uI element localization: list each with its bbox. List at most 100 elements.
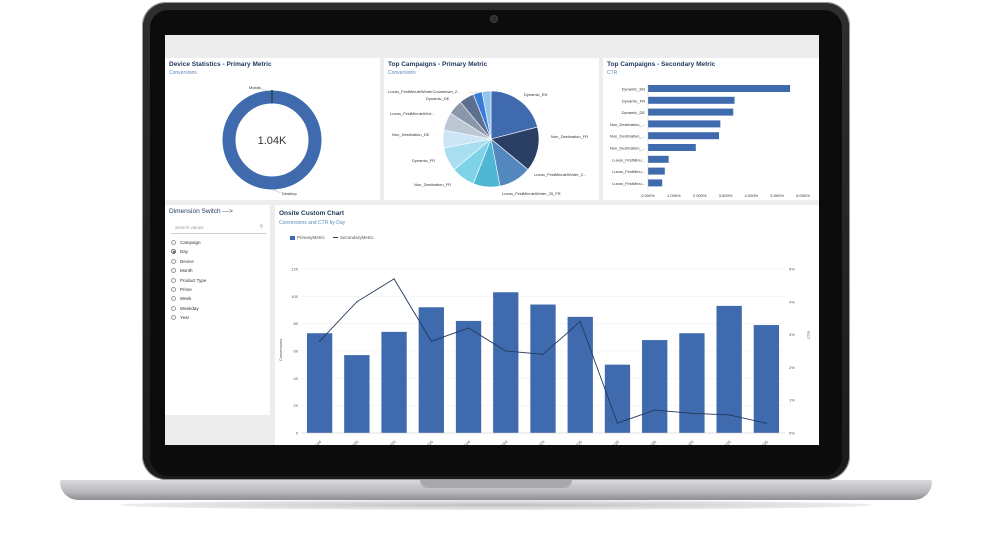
x-tick-label: ...ec_2025 — [715, 439, 732, 445]
mobile-leader-line — [259, 87, 268, 92]
hbar-tick-label: 5.000% — [770, 193, 784, 198]
x-tick-label: ...ec_2025 — [417, 439, 434, 445]
top-campaigns-primary-panel: Top Campaigns - Primary Metric Conversio… — [384, 58, 599, 200]
line-point[interactable] — [393, 278, 395, 280]
bar[interactable] — [455, 320, 482, 433]
label-mobile: Mobile — [249, 85, 262, 90]
top-campaigns-secondary-panel: Top Campaigns - Secondary Metric CTR Dyn… — [603, 58, 819, 200]
line-point[interactable] — [654, 409, 656, 411]
hbar-category-label: Non_Destination_... — [610, 122, 645, 127]
x-tick-label: ...ec_2024 — [529, 439, 546, 445]
dimension-option-month[interactable]: Month — [171, 266, 193, 275]
dimension-option-week[interactable]: Week — [171, 294, 191, 303]
hbar-tick-label: 4.000% — [745, 193, 759, 198]
hbar-bar[interactable] — [648, 179, 663, 187]
legend-secondary[interactable]: SecondaryMetric — [333, 235, 374, 240]
y-tick-left: 100 — [291, 294, 298, 299]
bar[interactable] — [679, 333, 705, 433]
bar[interactable] — [493, 292, 519, 433]
y-axis-left-label: Conversions — [278, 339, 283, 361]
hbar-bar[interactable] — [648, 120, 721, 128]
bar[interactable] — [381, 331, 407, 433]
radio-label: Device — [180, 258, 194, 264]
bar[interactable] — [418, 307, 444, 433]
dimension-option-device[interactable]: Device — [171, 257, 194, 266]
radio-label: Week — [180, 296, 192, 302]
y-tick-left: 120 — [291, 267, 298, 272]
dimension-option-product-type[interactable]: Product Type — [171, 276, 206, 285]
bar[interactable] — [344, 355, 370, 433]
pie-label: Dynamic_FR — [412, 158, 435, 163]
search-input[interactable]: Search values — [175, 225, 204, 230]
line-point[interactable] — [579, 320, 581, 323]
bar[interactable] — [567, 316, 593, 433]
dimension-option-day[interactable]: Day — [171, 247, 188, 256]
bar[interactable] — [753, 325, 780, 433]
pie-slice[interactable] — [490, 90, 538, 140]
radio-button[interactable] — [171, 315, 176, 321]
pie-chart: Luxan_FirstMinuteWinterCountdown_2... Dy… — [388, 89, 588, 196]
hbar-bar[interactable] — [648, 132, 720, 140]
dimension-option-prime[interactable]: Prime — [171, 285, 192, 294]
search-icon[interactable]: ⚲ — [259, 224, 263, 230]
line-point[interactable] — [430, 340, 432, 342]
line-point[interactable] — [765, 422, 767, 424]
line-point[interactable] — [356, 301, 358, 303]
hbar-bar[interactable] — [648, 85, 791, 92]
pie-slice[interactable] — [481, 90, 492, 140]
radio-button[interactable] — [171, 287, 176, 292]
line-point[interactable] — [319, 340, 321, 342]
radio-label: Prime — [180, 287, 192, 292]
x-tick-label: ...ec_2025 — [603, 439, 620, 445]
dimension-option-year[interactable]: Year — [171, 313, 189, 322]
line-point[interactable] — [728, 414, 730, 416]
radio-button[interactable] — [171, 249, 176, 255]
hbar-bar[interactable] — [648, 96, 735, 104]
y-tick-right: 0% — [789, 431, 795, 436]
hbar-bar[interactable] — [648, 167, 665, 175]
hbar-tick-label: 1.000% — [667, 193, 681, 198]
top-primary-subtitle: Conversions — [388, 70, 416, 76]
bar[interactable] — [642, 340, 668, 433]
pie-label: Dynamic_EN — [524, 92, 547, 97]
combo-chart: Conversions CTR 0 20 40 60 80 100 120 0% 1% 2% 3% 4… — [278, 267, 811, 446]
radio-button[interactable] — [171, 258, 176, 264]
search-box[interactable]: Search values ⚲ — [171, 223, 266, 234]
label-desktop: Desktop — [282, 191, 297, 196]
top-secondary-subtitle: CTR — [607, 70, 618, 76]
bar[interactable] — [716, 305, 742, 433]
radio-button[interactable] — [171, 305, 176, 311]
bar[interactable] — [530, 304, 556, 433]
hbar-category-label: Non_Destination_... — [610, 134, 645, 139]
dimension-title: Dimension Switch ---> — [169, 208, 233, 215]
dimension-switch-panel: Dimension Switch ---> Search values ⚲ Ca… — [165, 205, 270, 415]
dimension-option-campaign[interactable]: Campaign — [171, 238, 201, 247]
hbar-bar[interactable] — [648, 155, 669, 163]
line-point[interactable] — [616, 422, 619, 424]
legend-secondary-label: SecondaryMetric — [340, 235, 374, 240]
hbar-bar[interactable] — [648, 144, 696, 151]
radio-button[interactable] — [171, 240, 176, 245]
line-point[interactable] — [505, 350, 507, 352]
radio-label: Year — [180, 315, 190, 321]
line-point[interactable] — [691, 412, 693, 414]
radio-button[interactable] — [171, 296, 176, 302]
hbar-category-label: Luxan_FirstMinu... — [612, 157, 645, 162]
line-point[interactable] — [467, 327, 470, 329]
hbar-bar[interactable] — [648, 108, 734, 116]
legend-primary[interactable]: PrimaryMetric — [290, 235, 325, 240]
hbar-tick-label: 3.000% — [719, 193, 733, 198]
top-primary-title: Top Campaigns - Primary Metric — [388, 61, 488, 68]
pie-label: Dynamic_DE — [426, 96, 450, 101]
hbar-category-label: Dynamic_DE — [622, 110, 646, 115]
legend-primary-swatch — [290, 235, 295, 240]
x-tick-label: ...ec_2025 — [641, 439, 658, 445]
onsite-subtitle: Conversions and CTR by Day — [279, 220, 346, 226]
dimension-option-weekday[interactable]: Weekday — [171, 304, 199, 313]
laptop-shadow — [120, 500, 872, 510]
hbar-tick-label: 0.000% — [641, 193, 655, 198]
line-point[interactable] — [542, 353, 544, 355]
radio-button[interactable] — [171, 268, 176, 274]
bar[interactable] — [306, 333, 333, 433]
radio-button[interactable] — [171, 277, 176, 283]
